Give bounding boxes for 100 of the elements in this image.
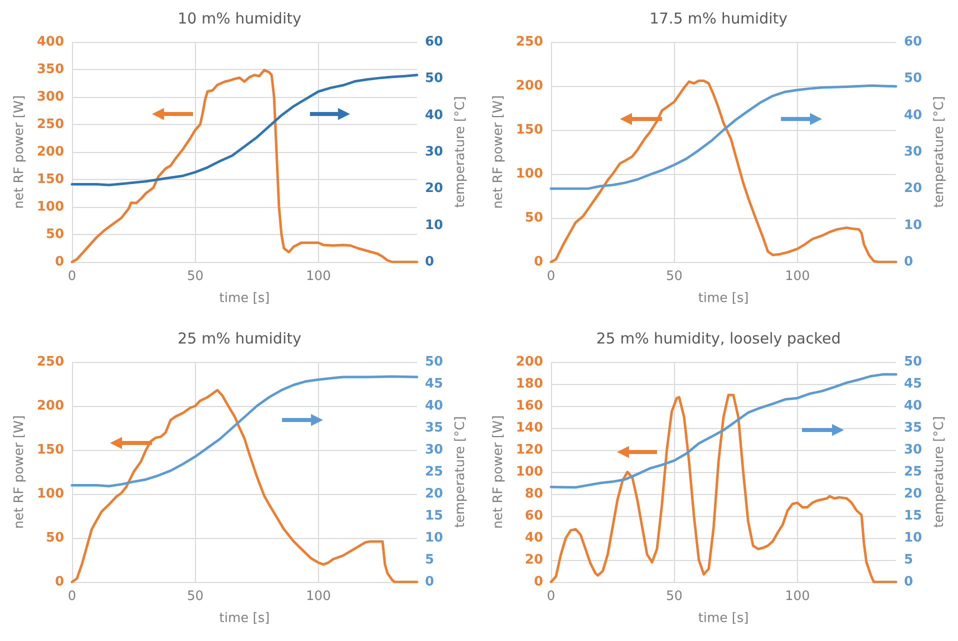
y2-tick-label: 50 <box>904 354 922 370</box>
y2-tick-label: 35 <box>425 420 444 436</box>
x-tick-label: 0 <box>546 589 556 604</box>
x-axis-title: time [s] <box>219 611 270 626</box>
y2-tick-label: 20 <box>904 486 922 502</box>
y-tick-label: 50 <box>524 210 543 226</box>
y2-tick-label: 0 <box>904 574 914 590</box>
y-tick-label: 0 <box>534 574 543 590</box>
x-tick-label: 50 <box>666 269 682 284</box>
x-tick-label: 100 <box>306 589 331 604</box>
x-tick-label: 0 <box>68 589 76 604</box>
y-tick-label: 50 <box>46 530 64 546</box>
line-series <box>70 388 418 584</box>
line-series <box>550 373 898 489</box>
x-tick-label: 100 <box>785 589 810 604</box>
y-tick-label: 50 <box>46 227 64 242</box>
y-tick-label: 100 <box>516 464 543 480</box>
y-tick-label: 120 <box>516 442 543 458</box>
y-tick-label: 20 <box>524 552 543 568</box>
y2-tick-label: 35 <box>904 420 922 436</box>
y-axis-title: net RF power [W] <box>12 95 27 209</box>
y2-tick-label: 0 <box>425 574 434 590</box>
y2-tick-label: 40 <box>425 108 444 123</box>
y-axis-title: net RF power [W] <box>490 95 506 209</box>
y-tick-label: 60 <box>524 508 543 524</box>
y2-tick-label: 50 <box>904 71 922 86</box>
x-tick-label: 50 <box>186 269 204 284</box>
y2-tick-label: 25 <box>425 464 444 480</box>
y2-axis-title: temperature [°C] <box>452 96 468 208</box>
x-axis-title: time [s] <box>219 291 270 306</box>
chart-title: 25 m% humidity <box>178 330 302 348</box>
y2-tick-label: 10 <box>904 530 922 546</box>
y-tick-label: 250 <box>36 117 64 132</box>
y-tick-label: 40 <box>524 530 543 546</box>
x-tick-label: 0 <box>68 269 76 284</box>
y2-tick-label: 50 <box>425 71 444 86</box>
line-series <box>550 79 898 264</box>
y-tick-label: 180 <box>516 376 543 392</box>
y-tick-label: 80 <box>524 486 543 502</box>
x-axis-title: time [s] <box>698 291 749 306</box>
y2-tick-label: 0 <box>425 254 434 270</box>
y-tick-label: 140 <box>516 420 543 436</box>
y2-tick-label: 30 <box>425 144 444 160</box>
y-axis-title: net RF power [W] <box>12 415 27 529</box>
y-tick-label: 0 <box>534 254 543 270</box>
y2-tick-label: 60 <box>425 34 444 50</box>
y-tick-label: 160 <box>516 398 543 414</box>
chart-title: 10 m% humidity <box>178 10 302 28</box>
y2-axis-title: temperature [°C] <box>932 416 947 528</box>
line-series <box>550 394 898 584</box>
y2-tick-label: 5 <box>904 552 914 568</box>
line-series <box>70 74 418 186</box>
y-tick-label: 200 <box>516 78 543 94</box>
y2-tick-label: 20 <box>425 486 444 502</box>
x-tick-label: 100 <box>785 269 810 284</box>
y2-tick-label: 40 <box>904 398 922 414</box>
y2-tick-label: 10 <box>425 530 444 546</box>
y-tick-label: 100 <box>36 486 64 502</box>
y2-tick-label: 50 <box>425 354 444 370</box>
y2-tick-label: 45 <box>425 376 444 392</box>
x-tick-label: 100 <box>306 269 331 284</box>
y2-tick-label: 5 <box>425 552 434 568</box>
y-tick-label: 200 <box>516 354 543 370</box>
y-tick-label: 150 <box>36 172 64 187</box>
y2-tick-label: 20 <box>904 181 922 196</box>
chart-title: 25 m% humidity, loosely packed <box>596 330 841 348</box>
y2-axis-title: temperature [°C] <box>452 416 468 528</box>
y2-tick-label: 10 <box>904 218 922 233</box>
y2-tick-label: 30 <box>904 144 922 160</box>
y-tick-label: 150 <box>516 122 543 138</box>
y2-tick-label: 45 <box>904 376 922 392</box>
y2-tick-label: 10 <box>425 218 444 233</box>
y2-tick-label: 40 <box>425 398 444 414</box>
y-tick-label: 0 <box>54 574 64 590</box>
line-series <box>70 68 418 264</box>
y-tick-label: 350 <box>36 62 64 77</box>
y2-tick-label: 40 <box>904 108 922 123</box>
y-tick-label: 300 <box>36 90 64 104</box>
y2-tick-label: 15 <box>904 508 922 524</box>
y2-tick-label: 30 <box>904 442 922 458</box>
y-tick-label: 250 <box>516 34 543 50</box>
line-series <box>550 84 898 190</box>
y-tick-label: 200 <box>36 398 64 414</box>
y-tick-label: 100 <box>516 166 543 182</box>
y-tick-label: 250 <box>36 354 64 370</box>
x-tick-label: 0 <box>546 269 556 284</box>
y2-tick-label: 0 <box>904 254 914 270</box>
y2-tick-label: 15 <box>425 508 444 524</box>
y-tick-label: 100 <box>36 200 64 214</box>
y-tick-label: 0 <box>54 254 64 270</box>
y-tick-label: 200 <box>36 144 64 160</box>
y-axis-title: net RF power [W] <box>490 415 506 529</box>
y2-tick-label: 30 <box>425 442 444 458</box>
y2-axis-title: temperature [°C] <box>932 96 947 208</box>
x-tick-label: 50 <box>186 589 204 604</box>
line-series <box>70 375 418 488</box>
y2-tick-label: 20 <box>425 181 444 196</box>
x-axis-title: time [s] <box>698 611 749 626</box>
y-tick-label: 150 <box>36 442 64 458</box>
x-tick-label: 50 <box>666 589 682 604</box>
